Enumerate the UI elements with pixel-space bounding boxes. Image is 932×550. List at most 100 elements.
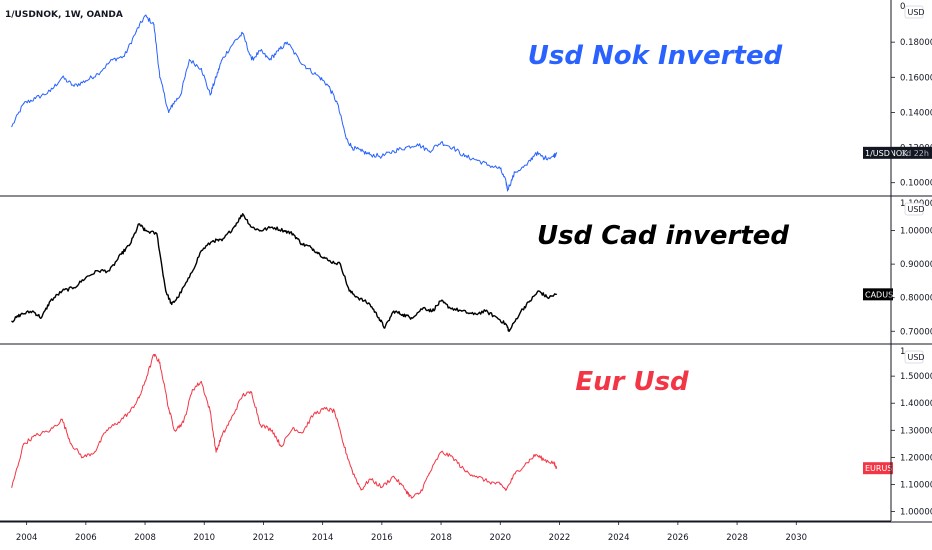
unit-label: USD: [908, 205, 925, 214]
data-point: [188, 277, 190, 279]
data-point: [431, 310, 433, 312]
data-point: [172, 103, 174, 105]
data-point: [381, 486, 383, 488]
data-point: [180, 94, 182, 96]
price-badge-bg: [863, 146, 932, 159]
data-point: [11, 125, 13, 128]
data-point: [144, 230, 146, 232]
data-point: [286, 41, 288, 43]
data-point: [301, 243, 303, 245]
data-point: [168, 111, 170, 113]
data-point: [251, 226, 253, 228]
data-point: [97, 73, 99, 75]
panel-eurusd: 1.00000 1.10000 1.20000 1.30000 1.40000 1.500…: [0, 347, 932, 523]
data-point: [440, 300, 442, 302]
data-point: [221, 240, 223, 242]
data-point: [384, 327, 386, 329]
data-point: [484, 310, 487, 312]
price-badge[interactable]: CADUSD: [863, 288, 899, 301]
data-point: [473, 313, 475, 316]
y-tick-label: 0.70000: [900, 327, 932, 337]
data-point: [449, 307, 451, 309]
data-point: [49, 300, 51, 302]
data-point: [40, 317, 43, 319]
data-point: [526, 462, 528, 464]
data-point: [280, 445, 282, 448]
y-tick-label: 0.80000: [900, 294, 932, 304]
price-badge-label: 1/USDNOK: [865, 149, 908, 158]
data-point: [153, 24, 155, 26]
data-point: [369, 478, 371, 480]
data-point: [111, 59, 114, 61]
y-tick-label: 1.30000: [900, 426, 932, 436]
x-tick-label: 2008: [134, 533, 156, 543]
data-point: [212, 240, 214, 242]
data-point: [268, 59, 270, 61]
data-point: [251, 59, 253, 61]
annotation-label: Usd Cad inverted: [537, 221, 789, 251]
data-point: [242, 32, 244, 35]
data-point: [461, 310, 463, 312]
data-point: [357, 297, 359, 299]
data-point: [61, 290, 63, 292]
data-point: [360, 150, 362, 152]
data-point: [135, 31, 137, 33]
data-point: [555, 467, 558, 469]
x-tick-label: 2012: [253, 533, 275, 543]
data-point: [106, 429, 108, 431]
data-point: [259, 50, 262, 52]
data-point: [117, 421, 119, 423]
data-point: [11, 486, 13, 488]
data-point: [496, 317, 498, 319]
data-point: [499, 168, 501, 170]
chart-header: 1/USDNOK, 1W, OANDA: [5, 10, 123, 20]
price-badge[interactable]: EURUSD: [863, 462, 899, 475]
data-point: [159, 362, 161, 364]
unit-box[interactable]: [904, 350, 924, 364]
data-point: [177, 297, 179, 299]
unit-box[interactable]: [904, 202, 924, 216]
data-point: [34, 435, 37, 437]
panel-usdnok-inverted: 0.100000.120000.140000.160000.180000USDU…: [0, 2, 932, 197]
x-tick-label: 2024: [608, 533, 630, 543]
data-point: [428, 150, 430, 152]
data-point: [422, 307, 424, 309]
data-point: [393, 310, 395, 312]
data-point: [138, 397, 140, 399]
data-point: [61, 418, 63, 421]
data-point: [325, 408, 327, 410]
data-point: [428, 473, 430, 475]
data-point: [242, 394, 244, 396]
data-point: [200, 250, 202, 252]
data-point: [360, 489, 362, 491]
y-tick-label: 0.18000: [900, 38, 932, 48]
x-tick-label: 2010: [193, 533, 215, 543]
x-tick-label: 2030: [785, 533, 807, 543]
data-point: [171, 303, 173, 305]
data-point: [393, 150, 395, 152]
data-point: [49, 90, 51, 92]
annotation-label: Eur Usd: [575, 367, 689, 397]
data-point: [277, 50, 279, 52]
data-point: [514, 171, 516, 173]
y-axis: 1.00000 1.10000 1.20000 1.30000 1.40000 1.500…: [891, 347, 932, 518]
y-top-label: 0: [900, 2, 905, 12]
data-point: [529, 300, 531, 302]
data-point: [215, 76, 217, 78]
x-tick-label: 2016: [371, 533, 393, 543]
data-point: [209, 410, 211, 412]
data-point: [174, 429, 176, 431]
x-tick-label: 2026: [667, 533, 689, 543]
y-tick-label: 1.10000: [900, 480, 932, 490]
data-point: [259, 424, 262, 426]
x-tick-label: 2014: [312, 533, 334, 543]
x-tick-label: 2020: [489, 533, 511, 543]
data-point: [120, 253, 122, 255]
y-tick-label: 1.00000: [900, 227, 932, 237]
unit-label: USD: [908, 8, 925, 17]
data-point: [188, 59, 190, 61]
unit-box[interactable]: [904, 5, 924, 19]
data-point: [419, 492, 421, 494]
price-badge-bg: [863, 288, 893, 301]
